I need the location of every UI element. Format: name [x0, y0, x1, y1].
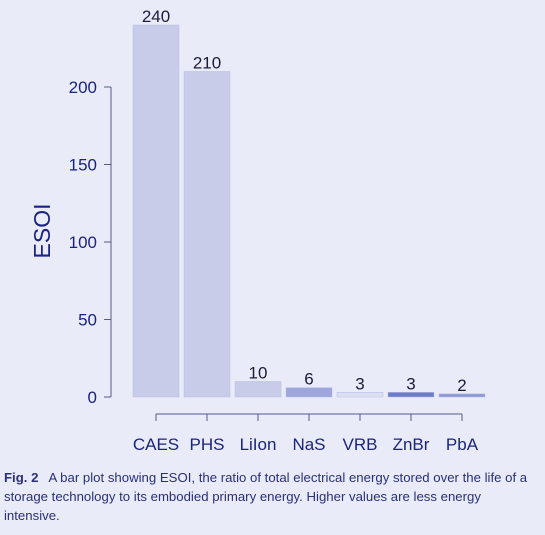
y-tick-label: 200 [69, 78, 97, 97]
x-tick-label: PHS [190, 435, 225, 454]
y-tick-label: 0 [88, 388, 97, 407]
caption-text: A bar plot showing ESOI, the ratio of to… [4, 470, 528, 523]
y-tick-label: 50 [78, 311, 97, 330]
x-tick-label: LiIon [240, 435, 277, 454]
esoi-bar-chart: 0 50 100 150 200 CAES PHS LiIon NaS VRB ZnBr PbA 2… [29, 7, 486, 454]
y-tick-label: 100 [69, 233, 97, 252]
x-tick-label: VRB [343, 435, 378, 454]
y-axis: 0 50 100 150 200 [69, 78, 112, 407]
bar-value-label: 3 [355, 374, 364, 393]
bar-value-label: 210 [193, 54, 221, 73]
bar-pba [438, 393, 486, 398]
bar-value-label: 6 [304, 370, 313, 389]
bar-value-label: 10 [249, 364, 268, 383]
bar-vrb [336, 392, 384, 398]
bar-znbr [387, 392, 435, 398]
bar-value-labels: 240 210 10 6 3 3 2 [142, 7, 467, 395]
y-tick-label: 150 [69, 156, 97, 175]
bar-nas [285, 387, 333, 398]
caption-label: Fig. 2 [4, 470, 39, 485]
x-tick-label: CAES [133, 435, 179, 454]
bar-phs [183, 71, 231, 398]
bar-liion [234, 381, 282, 398]
x-tick-label: ZnBr [393, 435, 430, 454]
y-axis-label: ESOI [29, 204, 55, 259]
bar-value-label: 240 [142, 7, 170, 26]
x-tick-label: NaS [292, 435, 325, 454]
bars [132, 24, 486, 398]
bar-value-label: 3 [406, 374, 415, 393]
bar-value-label: 2 [457, 376, 466, 395]
x-axis: CAES PHS LiIon NaS VRB ZnBr PbA [133, 413, 479, 454]
x-tick-label: PbA [446, 435, 479, 454]
bar-caes [132, 24, 180, 398]
